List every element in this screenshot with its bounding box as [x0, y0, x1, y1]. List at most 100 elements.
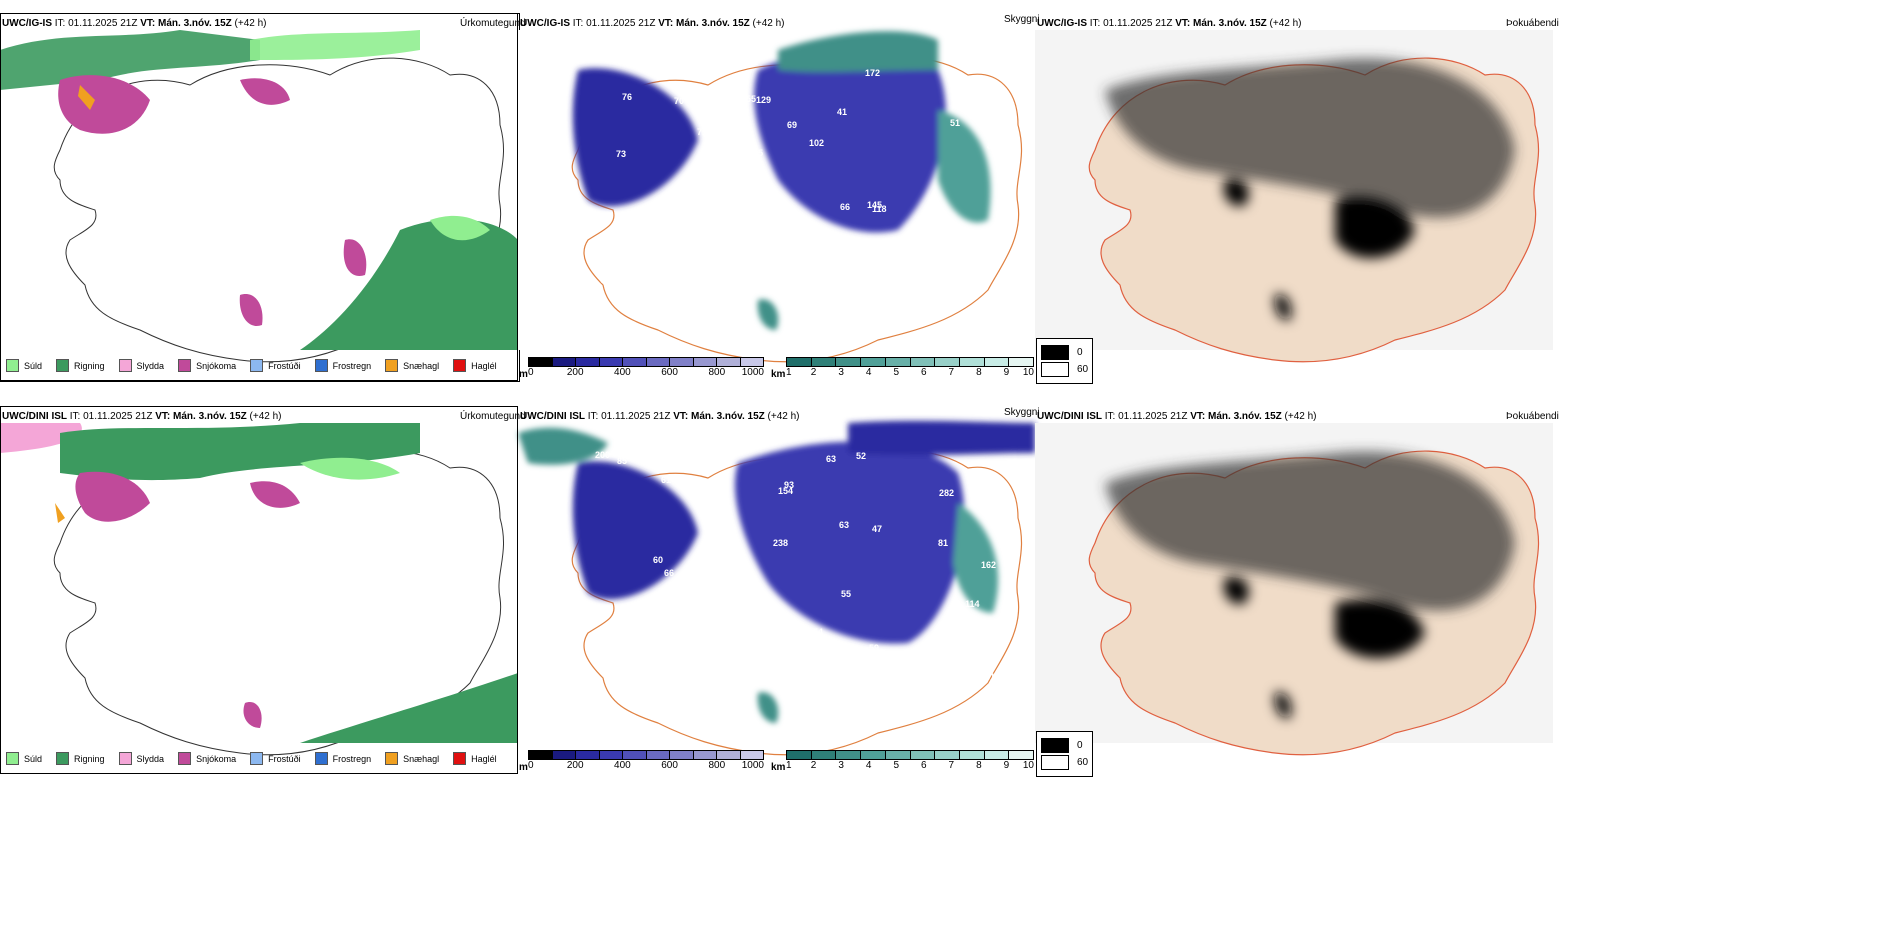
- fog-legend-item: 0: [1041, 738, 1088, 753]
- legend-label: Frostregn: [332, 360, 372, 371]
- legend-label: Súld: [24, 753, 43, 764]
- colorbar-tick: 400: [614, 367, 631, 378]
- header-bottom-fog: UWC/DINI ISL IT: 01.11.2025 21Z VT: Mán.…: [1037, 411, 1317, 422]
- fog-legend-item: 0: [1041, 345, 1088, 360]
- colorbar-unit: km: [771, 369, 786, 380]
- header-top-fog: UWC/IG-IS IT: 01.11.2025 21Z VT: Mán. 3.…: [1037, 18, 1302, 29]
- colorbar-tick: 7: [948, 760, 955, 771]
- visibility-value: 97: [755, 643, 765, 653]
- fog-legend-item: 60: [1041, 755, 1088, 770]
- colorbar-cell: [1009, 751, 1034, 759]
- colorbar-tick: 4: [865, 760, 872, 771]
- legend-swatch: [118, 359, 132, 372]
- visibility-value: 105: [748, 148, 763, 158]
- colorbar-cell: [984, 751, 1010, 759]
- visibility-value: 69: [850, 656, 860, 666]
- colorbar-cell: [717, 751, 741, 759]
- visibility-value: 61: [661, 475, 671, 485]
- title-top-vis: Skyggni: [1004, 14, 1040, 25]
- legend-swatch: [250, 359, 264, 372]
- colorbar-tick: 8: [976, 760, 982, 771]
- visibility-value: 63: [826, 454, 836, 464]
- colorbar-cell: [861, 358, 886, 366]
- colorbar-cell: [811, 751, 837, 759]
- visibility-value: 153: [702, 448, 717, 458]
- legend-swatch: [385, 359, 399, 372]
- colorbar-cell: [646, 358, 670, 366]
- precip-legend-item: Slydda: [118, 359, 164, 372]
- visibility-value: 94: [663, 264, 673, 274]
- precip-legend-item: Haglél: [453, 359, 497, 372]
- precip-frame-bottom: [0, 406, 518, 774]
- visibility-map-bottom: [518, 420, 1035, 756]
- colorbar-unit: m: [519, 369, 528, 380]
- visibility-value: 145: [867, 200, 882, 210]
- visibility-value: 102: [809, 138, 824, 148]
- visibility-value: 114: [965, 599, 980, 609]
- colorbar-cell: [693, 358, 717, 366]
- colorbar-cell: [670, 358, 694, 366]
- colorbar-tick: 200: [566, 760, 584, 771]
- precip-legend-item: Snjókoma: [178, 359, 236, 372]
- legend-label: Frostúði: [268, 753, 301, 764]
- colorbar-cell: [787, 358, 812, 366]
- visibility-value: 55: [746, 94, 756, 104]
- colorbar-tick: 800: [708, 367, 726, 378]
- colorbar-tick: 9: [1003, 367, 1010, 378]
- fog-legend-swatch: [1041, 738, 1069, 753]
- header-top-vis: UWC/IG-IS IT: 01.11.2025 21Z VT: Mán. 3.…: [520, 18, 785, 29]
- visibility-value: 118: [717, 579, 732, 589]
- colorbar-tick: 5: [893, 367, 899, 378]
- colorbar-cell: [959, 751, 985, 759]
- visibility-value: 200: [595, 450, 610, 460]
- colorbar-tick: 400: [614, 760, 631, 771]
- precip-legend-item: Súld: [6, 359, 42, 372]
- colorbar-cell: [935, 751, 960, 759]
- visibility-value: 69: [950, 83, 960, 93]
- visibility-value: 58: [806, 637, 816, 647]
- colorbar-cell: [623, 358, 647, 366]
- fog-map-top: [1035, 30, 1553, 363]
- legend-label: Haglél: [471, 753, 497, 764]
- colorbar-cell: [552, 751, 576, 759]
- fog-legend-swatch: [1041, 345, 1069, 360]
- colorbar-cell: [1009, 358, 1034, 366]
- visibility-value: 98: [911, 286, 921, 296]
- colorbar: [786, 357, 1034, 367]
- visibility-value: 66: [664, 568, 674, 578]
- visibility-value: 81: [938, 538, 948, 548]
- fog-legend-bottom: 0 60: [1036, 731, 1094, 777]
- fog-legend-top: 0 60: [1036, 338, 1094, 384]
- colorbar-tick: 1: [786, 760, 792, 771]
- precip-legend-item: Frostregn: [314, 752, 371, 765]
- visibility-value: 154: [778, 486, 793, 496]
- visibility-value: 73: [616, 149, 626, 159]
- colorbar-cell: [740, 358, 763, 366]
- legend-swatch: [314, 359, 328, 372]
- legend-label: Snæhagl: [403, 753, 440, 764]
- visibility-value: 145: [980, 488, 995, 498]
- colorbar-cell: [740, 751, 763, 759]
- header-bottom-precip: UWC/DINI ISL IT: 01.11.2025 21Z VT: Mán.…: [2, 411, 282, 422]
- precip-legend-item: Frostregn: [314, 359, 372, 372]
- colorbar-cell: [836, 358, 862, 366]
- visibility-value: 238: [773, 538, 788, 548]
- colorbar-unit: km: [771, 762, 786, 773]
- colorbar-cell: [529, 358, 553, 366]
- visibility-value: 62: [942, 653, 952, 663]
- precip-panel-top: [0, 13, 520, 382]
- title-bottom-fog: Þokuábendi: [1506, 411, 1559, 422]
- precip-legend-item: Snæhagl: [385, 359, 439, 372]
- visibility-value: 66: [840, 202, 850, 212]
- visibility-value: 89: [939, 258, 949, 268]
- title-bottom-precip: Úrkomutegund: [460, 411, 526, 422]
- colorbar-tick: 0: [528, 367, 534, 378]
- colorbar-cell: [910, 751, 936, 759]
- visibility-value: 70: [674, 96, 684, 106]
- colorbar-tick: 2: [810, 760, 817, 771]
- legend-label: Haglél: [471, 360, 497, 371]
- fog-legend-label: 60: [1077, 364, 1089, 375]
- visibility-value: 52: [856, 451, 866, 461]
- precip-legend-item: Snjókoma: [178, 752, 236, 765]
- visibility-value: 72: [709, 125, 719, 135]
